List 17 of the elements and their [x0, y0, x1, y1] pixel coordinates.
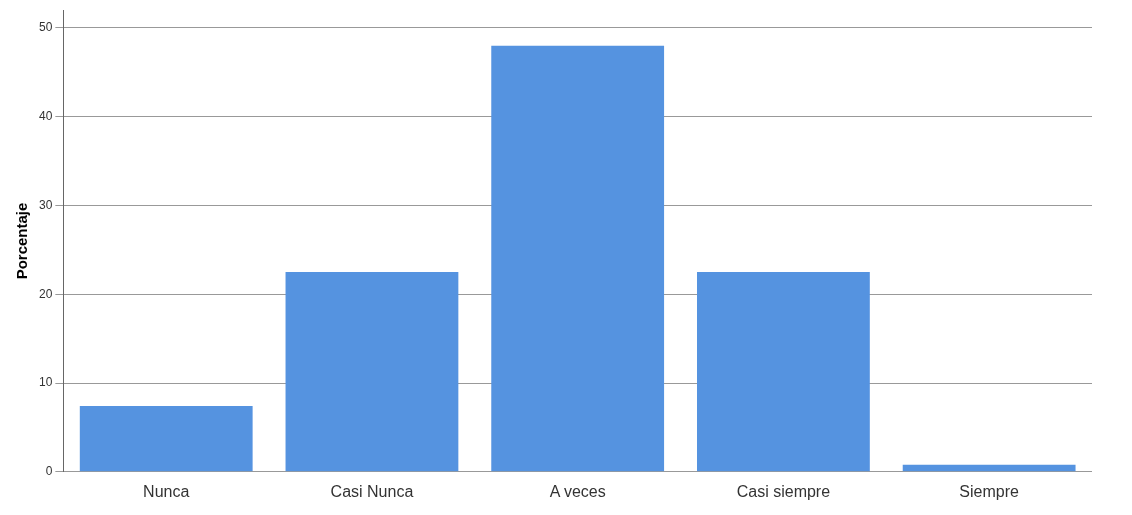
- x-tick-label: A veces: [549, 482, 606, 500]
- x-tick-label: Siempre: [959, 482, 1020, 500]
- bar: [491, 45, 665, 472]
- y-tick-label: 30: [38, 197, 53, 212]
- bar: [79, 406, 253, 472]
- bar: [697, 272, 870, 472]
- y-tick-label: 10: [38, 375, 53, 390]
- y-axis-title: Porcentaje: [13, 202, 31, 280]
- x-tick-label: Casi siempre: [736, 482, 831, 500]
- y-tick-label: 20: [38, 286, 53, 301]
- y-tick-label: 50: [38, 20, 53, 35]
- x-tick-label: Casi Nunca: [330, 482, 414, 500]
- y-tick-label: 0: [45, 464, 53, 479]
- bar: [285, 272, 459, 472]
- y-tick-label: 40: [38, 109, 53, 124]
- x-tick-label: Nunca: [143, 482, 190, 500]
- bar: [902, 464, 1076, 472]
